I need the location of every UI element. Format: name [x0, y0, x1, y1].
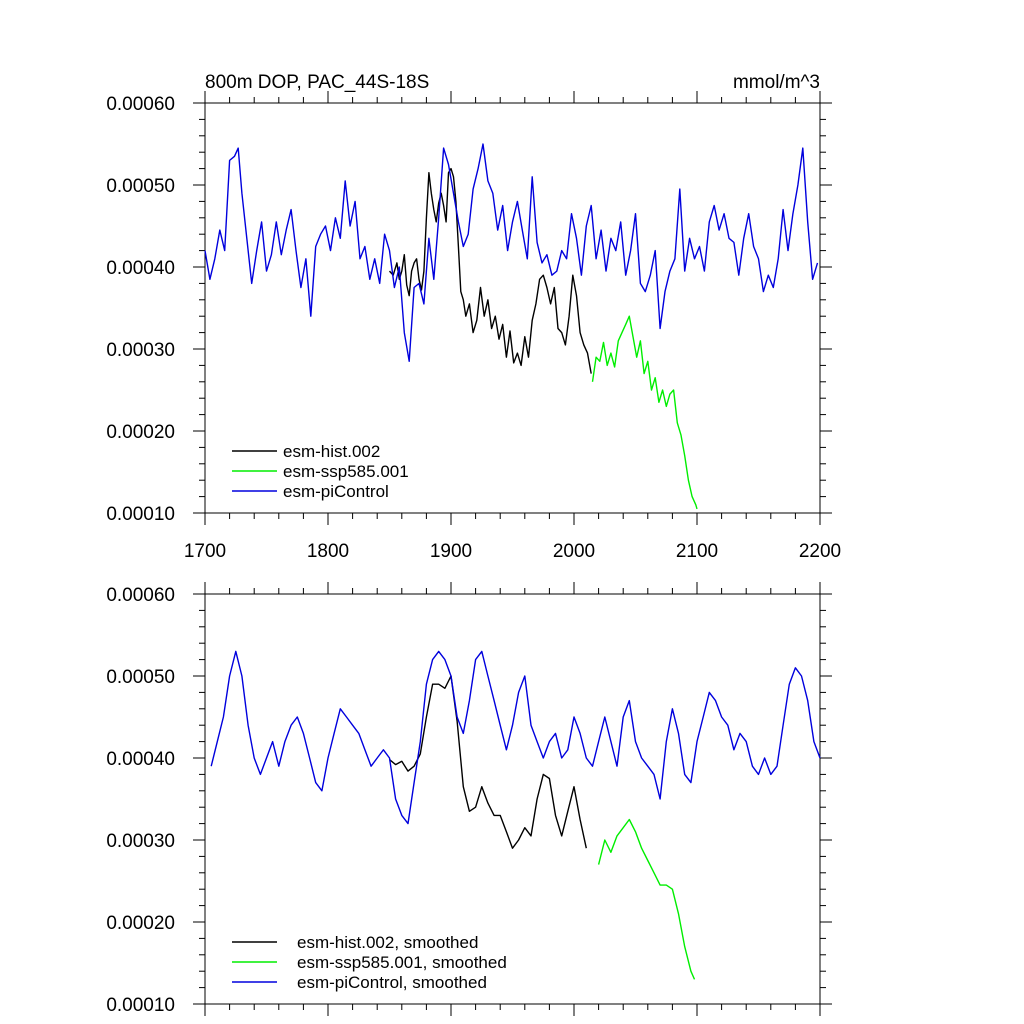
y-tick-labels: 0.00010 0.00020 0.00030 0.00040 0.00050 0.000… [106, 585, 175, 1016]
y-tick-labels: 0.00010 0.00020 0.00030 0.00040 0.00050 0.000… [106, 94, 175, 525]
series-group [204, 143, 819, 510]
legend-label: esm-ssp585.001, smoothed [297, 953, 507, 972]
x-tick-label: 1800 [307, 541, 349, 562]
series-group [210, 650, 821, 980]
x-tick-label: 2100 [676, 541, 718, 562]
y-tick-label: 0.00010 [106, 504, 175, 525]
y-tick-label: 0.00030 [106, 831, 175, 852]
legend-label: esm-ssp585.001 [283, 462, 409, 481]
panel-smoothed: 0.00010 0.00020 0.00030 0.00040 0.00050 0.000… [106, 582, 832, 1016]
plot-frame [204, 593, 821, 1005]
series-line-esm-ssp585-001 [591, 315, 698, 510]
x-tick-label: 2000 [553, 541, 595, 562]
series-line-esm-picontrol-smoothed [210, 650, 821, 825]
chart-title: 800m DOP, PAC_44S-18S [205, 72, 429, 93]
panel-raw: 800m DOP, PAC_44S-18S mmol/m^3 0.000100.… [106, 72, 841, 562]
y-tick-label: 0.00040 [106, 749, 175, 770]
y-tick-label: 0.00040 [106, 258, 175, 279]
legend-label: esm-piControl [283, 482, 389, 501]
x-tick-label: 1700 [184, 541, 226, 562]
y-tick-label: 0.00020 [106, 422, 175, 443]
legend-label: esm-hist.002, smoothed [297, 933, 478, 952]
y-tick-label: 0.00020 [106, 913, 175, 934]
series-line-esm-hist-002 [388, 167, 592, 374]
y-tick-label: 0.00050 [106, 667, 175, 688]
y-tick-label: 0.00010 [106, 995, 175, 1016]
chart-units: mmol/m^3 [733, 72, 820, 93]
series-line-esm-hist-002-smoothed [389, 675, 587, 849]
y-tick-label: 0.00050 [106, 176, 175, 197]
series-line-esm-picontrol [204, 143, 819, 362]
plot-frame [204, 102, 821, 514]
tick-marks [193, 91, 832, 525]
series-line-esm-ssp585-001-smoothed [597, 818, 696, 980]
y-tick-label: 0.00030 [106, 340, 175, 361]
legend-label: esm-piControl, smoothed [297, 973, 487, 992]
x-tick-label: 2200 [799, 541, 841, 562]
legend-label: esm-hist.002 [283, 442, 380, 461]
y-tick-label: 0.00060 [106, 585, 175, 606]
x-tick-label: 1900 [430, 541, 472, 562]
tick-marks [193, 582, 832, 1016]
x-tick-labels: 1700 1800 1900 2000 2100 2200 [184, 541, 841, 562]
y-tick-label: 0.00060 [106, 94, 175, 115]
